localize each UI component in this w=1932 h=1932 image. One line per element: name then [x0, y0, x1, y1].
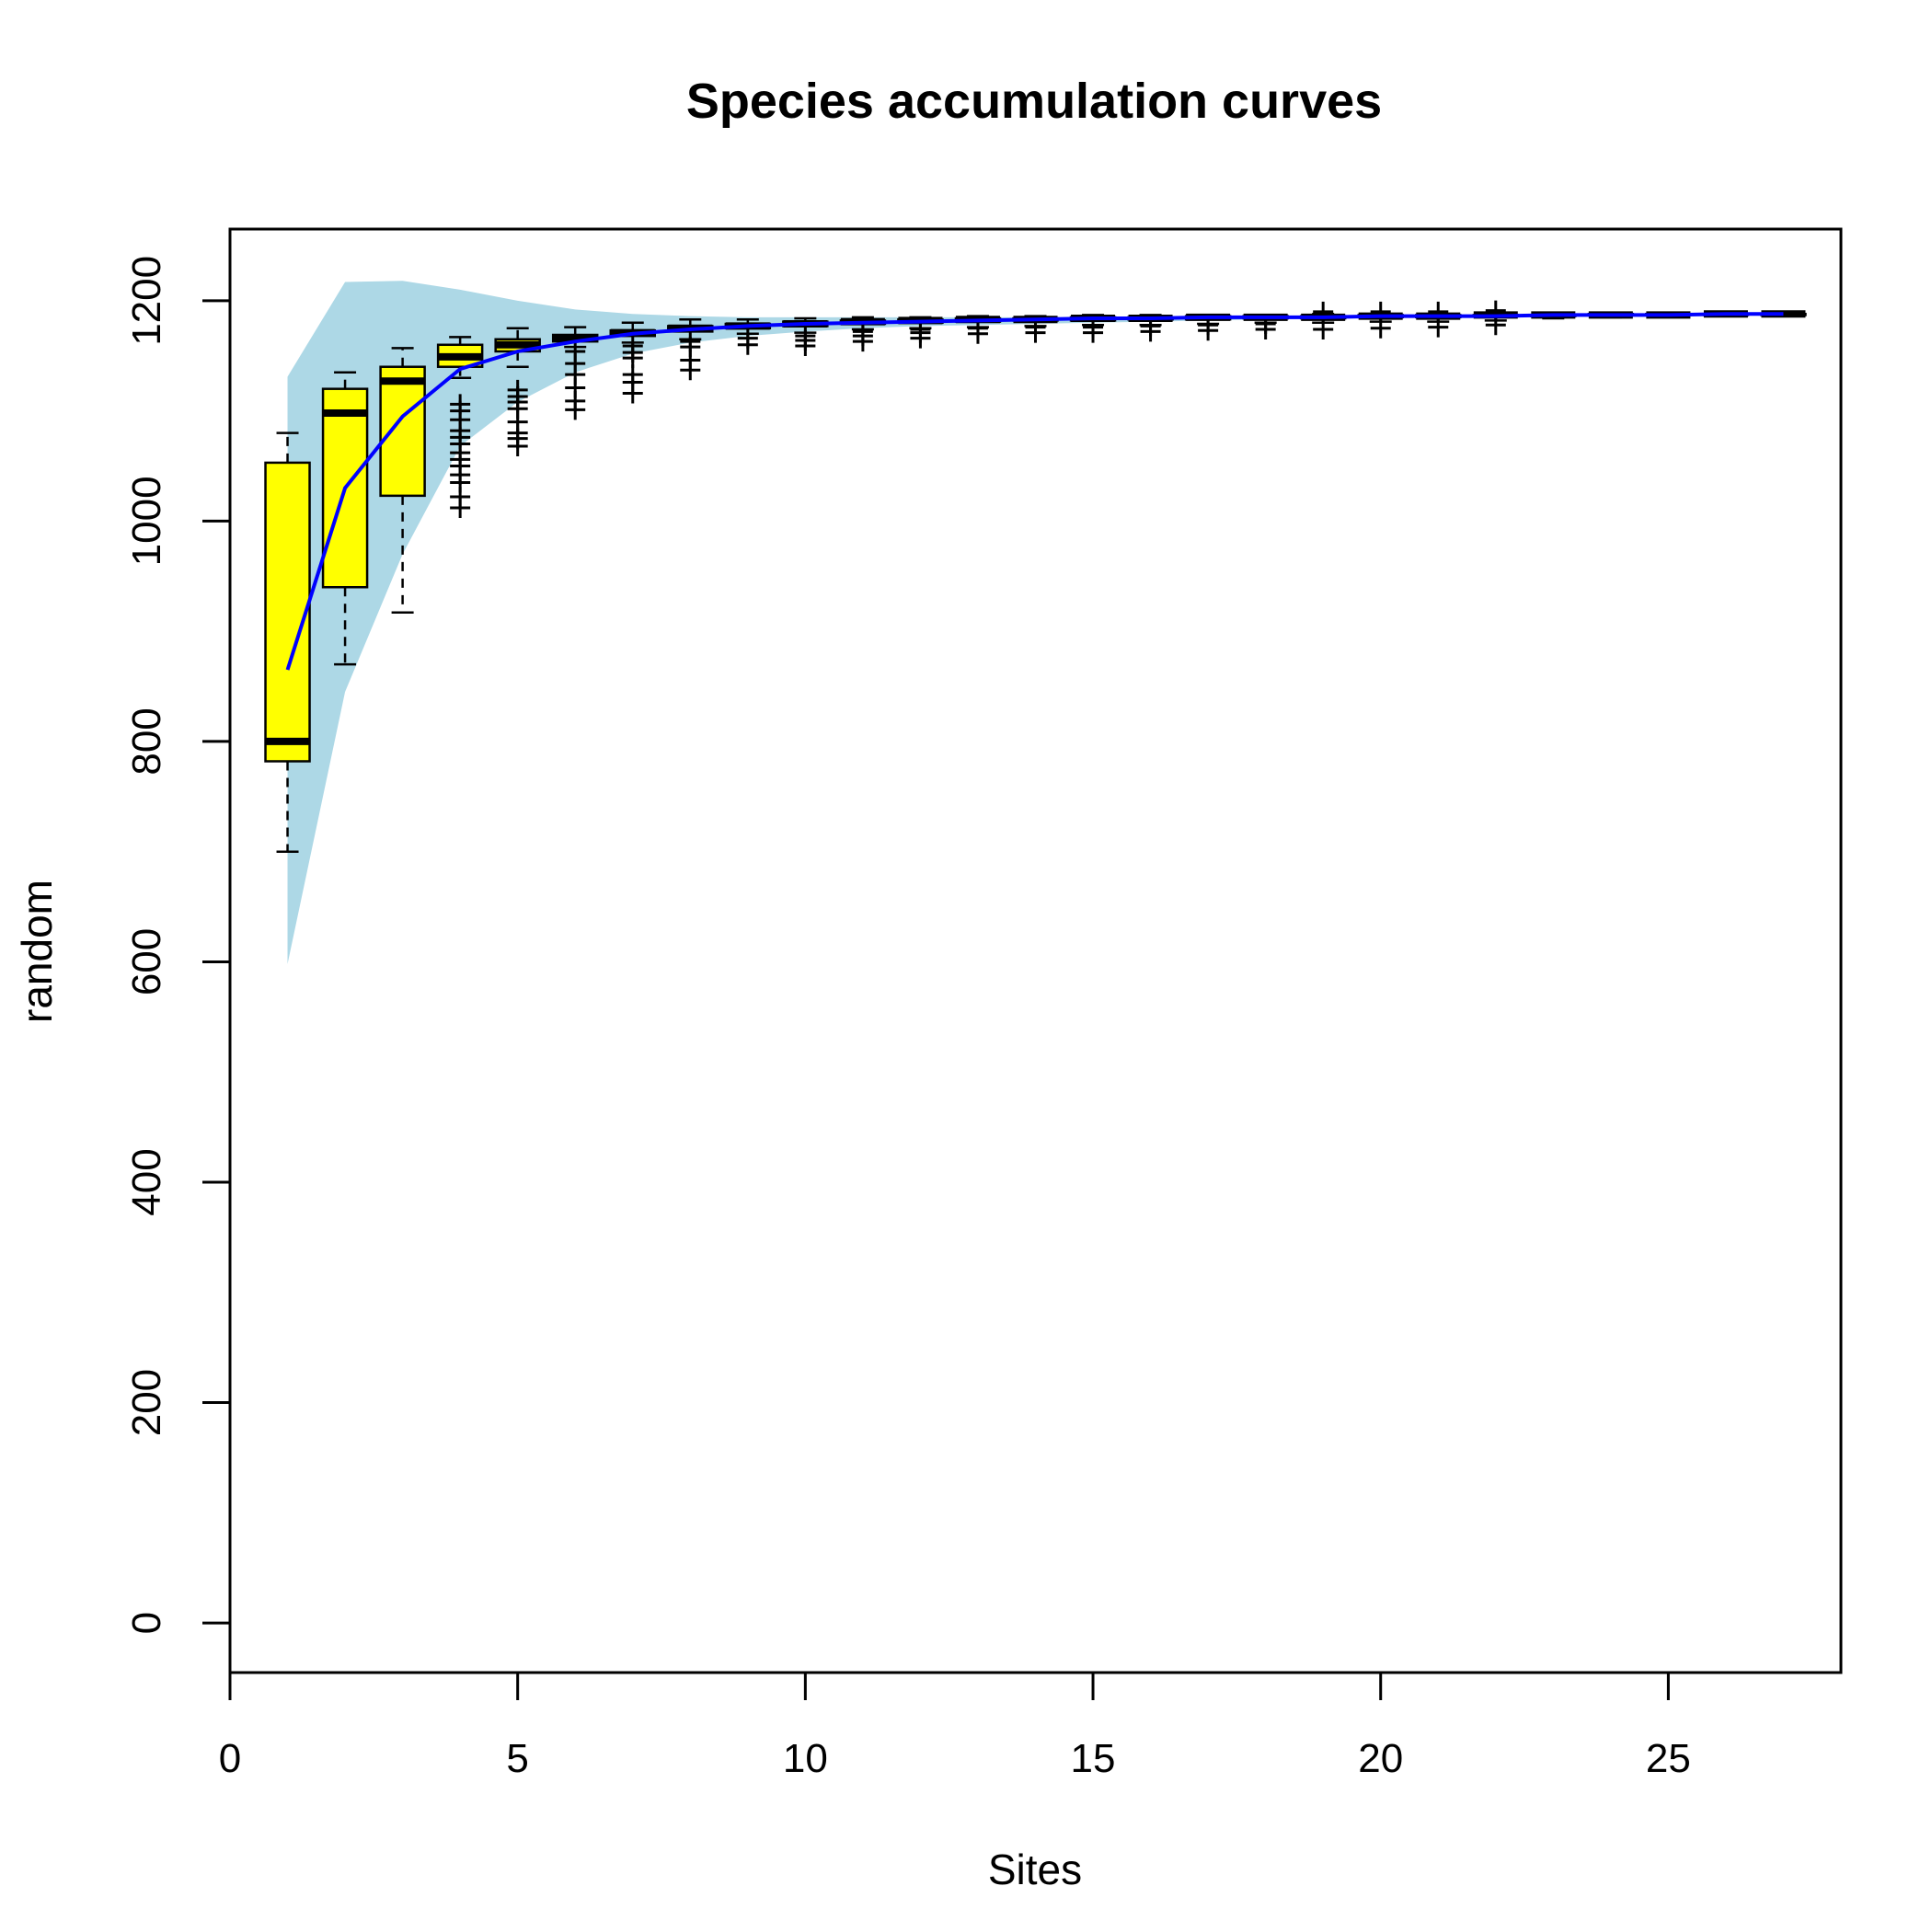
outlier-point	[622, 335, 643, 356]
mean-curve	[285, 312, 1784, 671]
x-tick-label: 0	[219, 1736, 241, 1781]
y-tick-label: 0	[124, 1612, 169, 1634]
outliers	[450, 300, 1506, 519]
x-tick-label: 15	[1071, 1736, 1116, 1781]
x-tick-label: 10	[783, 1736, 828, 1781]
y-tick-label: 800	[124, 707, 169, 775]
y-tick-label: 1000	[124, 476, 169, 566]
box-body	[264, 461, 311, 763]
box-3	[379, 365, 426, 498]
outlier-point	[1083, 316, 1104, 338]
x-tick-label: 25	[1646, 1736, 1691, 1781]
chart-title: Species accumulation curves	[686, 74, 1382, 129]
x-tick-label: 20	[1358, 1736, 1403, 1781]
y-tick-label: 200	[124, 1369, 169, 1436]
plot-area	[264, 281, 1807, 964]
box-body	[379, 365, 426, 498]
outlier-point	[450, 394, 471, 415]
y-tick-label: 400	[124, 1148, 169, 1215]
box-4	[436, 343, 484, 368]
y-tick-label: 600	[124, 928, 169, 995]
outlier-point	[1313, 318, 1334, 339]
outlier-point	[737, 328, 758, 349]
y-axis: 0 200 400 600 800 1000 1200	[124, 256, 232, 1634]
outlier-point	[795, 326, 816, 347]
outlier-point	[680, 331, 701, 352]
outlier-point	[1370, 301, 1391, 322]
x-tick-label: 5	[506, 1736, 528, 1781]
box-1	[264, 461, 311, 763]
outlier-point	[507, 379, 528, 400]
x-axis: 0 5 10 15 20 25	[219, 1671, 1691, 1781]
outlier-point	[1428, 301, 1449, 322]
outlier-point	[852, 321, 873, 342]
outlier-point	[565, 340, 586, 362]
y-axis-label: random	[13, 880, 61, 1023]
x-axis-label: Sites	[988, 1846, 1082, 1893]
y-tick-label: 1200	[124, 256, 169, 346]
